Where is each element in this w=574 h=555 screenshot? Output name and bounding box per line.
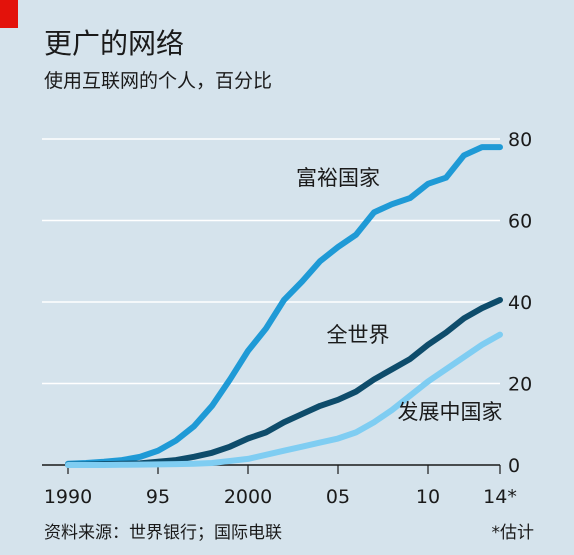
data-point-s0-2006 — [353, 232, 359, 237]
data-point-s0-1998 — [209, 403, 215, 409]
data-point-s0-2007 — [371, 210, 377, 215]
data-point-s2-2007 — [371, 420, 377, 425]
data-point-s1-2000 — [245, 436, 251, 441]
data-point-s1-2006 — [353, 389, 359, 394]
series-line-1 — [65, 296, 503, 468]
estimate-footnote: *估计 — [491, 523, 535, 543]
data-point-s1-2012 — [461, 316, 467, 321]
y-tick-label-0: 0 — [508, 455, 520, 477]
series-label-world: 全世界 — [327, 323, 390, 347]
data-point-s2-2000 — [245, 456, 251, 462]
data-point-s2-2010 — [425, 379, 431, 384]
data-point-s1-2003 — [299, 411, 305, 417]
y-tick-label-80: 80 — [508, 129, 532, 151]
data-point-s1-2007 — [371, 377, 377, 382]
data-point-s2-2002 — [281, 448, 287, 453]
data-point-s2-2006 — [353, 430, 359, 435]
data-point-s1-2001 — [263, 430, 269, 435]
data-point-s2-2005 — [335, 436, 341, 441]
data-point-s1-2002 — [281, 420, 287, 425]
series-label-developing: 发展中国家 — [398, 400, 503, 424]
data-point-s2-1995 — [155, 462, 161, 467]
chart-subtitle: 使用互联网的个人，百分比 — [44, 70, 273, 92]
data-point-s0-2009 — [407, 195, 413, 201]
data-point-s0-1995 — [155, 448, 161, 453]
data-point-s0-2010 — [425, 181, 431, 187]
data-point-s0-2005 — [335, 244, 341, 250]
data-point-s2-1990 — [65, 462, 71, 468]
data-point-s2-1998 — [209, 460, 215, 466]
data-point-s1-1998 — [209, 450, 215, 455]
data-point-s1-2008 — [389, 367, 395, 372]
data-point-s0-2000 — [245, 348, 251, 354]
data-point-s2-2008 — [389, 407, 395, 413]
data-point-s0-2013 — [479, 144, 485, 150]
data-point-s0-2004 — [317, 259, 323, 264]
data-point-s1-1999 — [227, 444, 233, 449]
brand-red-tag — [0, 0, 18, 28]
x-tick-label-1990: 1990 — [44, 486, 92, 508]
data-point-s1-2011 — [443, 330, 449, 335]
x-tick-label-2000: 2000 — [224, 486, 272, 508]
data-point-s2-2001 — [263, 452, 269, 458]
series-label-rich: 富裕国家 — [296, 166, 380, 190]
data-point-s1-2004 — [317, 403, 323, 409]
data-point-s0-2012 — [461, 153, 467, 158]
data-point-s2-2012 — [461, 354, 467, 360]
data-point-s1-1997 — [191, 454, 197, 460]
data-point-s0-1997 — [191, 424, 197, 429]
data-point-s2-1999 — [227, 458, 233, 464]
data-point-s2-1994 — [137, 462, 143, 467]
data-point-s2-2011 — [443, 367, 449, 372]
data-point-s0-2002 — [281, 297, 287, 303]
data-point-s2-1996 — [173, 461, 179, 467]
data-point-s0-1999 — [227, 377, 233, 382]
data-point-s0-2008 — [389, 202, 395, 207]
data-point-s1-2014 — [497, 297, 503, 303]
data-point-s0-2001 — [263, 326, 269, 331]
source-note: 资料来源：世界银行；国际电联 — [44, 523, 282, 543]
data-point-s2-1991 — [83, 462, 89, 468]
x-tick-label-2005: 05 — [326, 486, 350, 508]
data-point-s0-2011 — [443, 175, 449, 180]
data-point-s2-1997 — [191, 461, 197, 466]
data-point-s2-2004 — [317, 440, 323, 445]
x-tick-label-2014: 14* — [483, 486, 517, 508]
data-point-s2-2003 — [299, 444, 305, 449]
data-point-s1-2013 — [479, 305, 485, 311]
data-point-s1-2005 — [335, 397, 341, 402]
x-tick-label-1995: 95 — [146, 486, 170, 508]
data-point-s0-2014 — [497, 144, 503, 150]
y-tick-label-20: 20 — [508, 374, 532, 396]
data-point-s2-2014 — [497, 332, 503, 337]
data-point-s2-1993 — [119, 462, 125, 467]
data-point-s2-2009 — [407, 393, 413, 398]
y-tick-label-60: 60 — [508, 211, 532, 233]
data-point-s0-1994 — [137, 454, 143, 460]
data-point-s1-2010 — [425, 342, 431, 347]
y-tick-label-40: 40 — [508, 292, 532, 314]
chart-title: 更广的网络 — [44, 27, 185, 60]
data-point-s2-2013 — [479, 342, 485, 347]
data-point-s0-1996 — [173, 438, 179, 443]
data-point-s2-1992 — [101, 462, 107, 468]
x-tick-label-2010: 10 — [416, 486, 440, 508]
data-point-s0-2003 — [299, 279, 305, 284]
data-point-s1-2009 — [407, 356, 413, 362]
